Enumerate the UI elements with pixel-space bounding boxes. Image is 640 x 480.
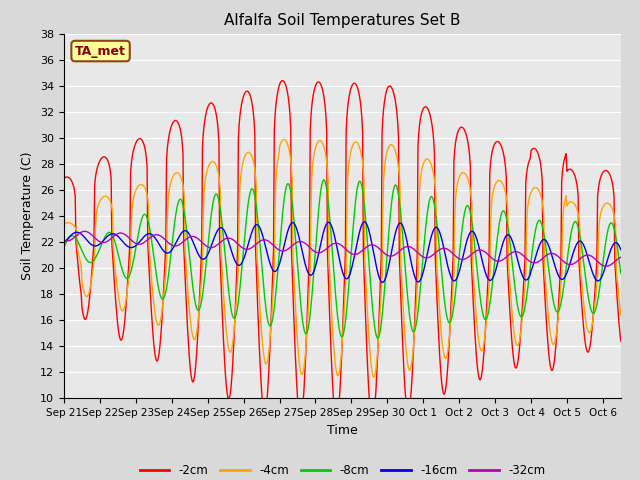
Line: -32cm: -32cm — [64, 231, 621, 266]
-4cm — [483, 322, 490, 327]
-2cm — [181, 277, 189, 283]
-32cm — [602, 264, 610, 269]
-16cm — [592, 277, 600, 283]
-32cm — [591, 256, 599, 262]
X-axis label: Time: Time — [327, 424, 358, 437]
-4cm — [280, 136, 288, 142]
-16cm — [181, 228, 189, 234]
-2cm — [592, 270, 600, 276]
Line: -16cm: -16cm — [64, 222, 621, 282]
-2cm — [483, 315, 490, 321]
Legend: -2cm, -4cm, -8cm, -16cm, -32cm: -2cm, -4cm, -8cm, -16cm, -32cm — [135, 459, 550, 480]
-16cm — [573, 240, 581, 246]
Title: Alfalfa Soil Temperatures Set B: Alfalfa Soil Temperatures Set B — [224, 13, 461, 28]
-8cm — [573, 222, 581, 228]
-16cm — [483, 272, 490, 277]
-32cm — [617, 254, 625, 260]
-4cm — [617, 312, 625, 318]
-4cm — [370, 374, 378, 380]
-16cm — [360, 219, 368, 225]
-4cm — [60, 221, 68, 227]
-4cm — [573, 208, 581, 214]
-2cm — [617, 338, 625, 344]
-8cm — [229, 314, 237, 320]
Line: -2cm: -2cm — [64, 81, 621, 422]
-2cm — [573, 185, 581, 191]
-32cm — [573, 259, 580, 264]
-32cm — [81, 228, 89, 234]
Text: TA_met: TA_met — [75, 45, 126, 58]
-32cm — [182, 237, 190, 242]
-2cm — [369, 420, 376, 425]
-4cm — [181, 251, 189, 257]
-32cm — [60, 237, 68, 243]
-16cm — [60, 240, 68, 245]
-8cm — [483, 316, 490, 322]
-32cm — [342, 247, 350, 252]
-8cm — [342, 312, 350, 318]
-16cm — [342, 276, 349, 281]
-8cm — [181, 216, 189, 221]
-16cm — [229, 253, 237, 259]
Line: -8cm: -8cm — [64, 180, 621, 338]
Line: -4cm: -4cm — [64, 139, 621, 377]
-2cm — [278, 78, 286, 84]
-8cm — [60, 244, 68, 250]
-4cm — [229, 336, 237, 342]
-2cm — [229, 353, 237, 359]
-2cm — [60, 176, 68, 181]
Y-axis label: Soil Temperature (C): Soil Temperature (C) — [22, 152, 35, 280]
-16cm — [379, 279, 387, 285]
-16cm — [617, 247, 625, 252]
-4cm — [342, 270, 350, 276]
-32cm — [230, 238, 237, 243]
-8cm — [617, 271, 625, 276]
-32cm — [481, 249, 489, 255]
-8cm — [320, 177, 328, 183]
-8cm — [374, 335, 381, 341]
-8cm — [592, 305, 600, 311]
-2cm — [342, 129, 350, 134]
-4cm — [592, 289, 600, 295]
